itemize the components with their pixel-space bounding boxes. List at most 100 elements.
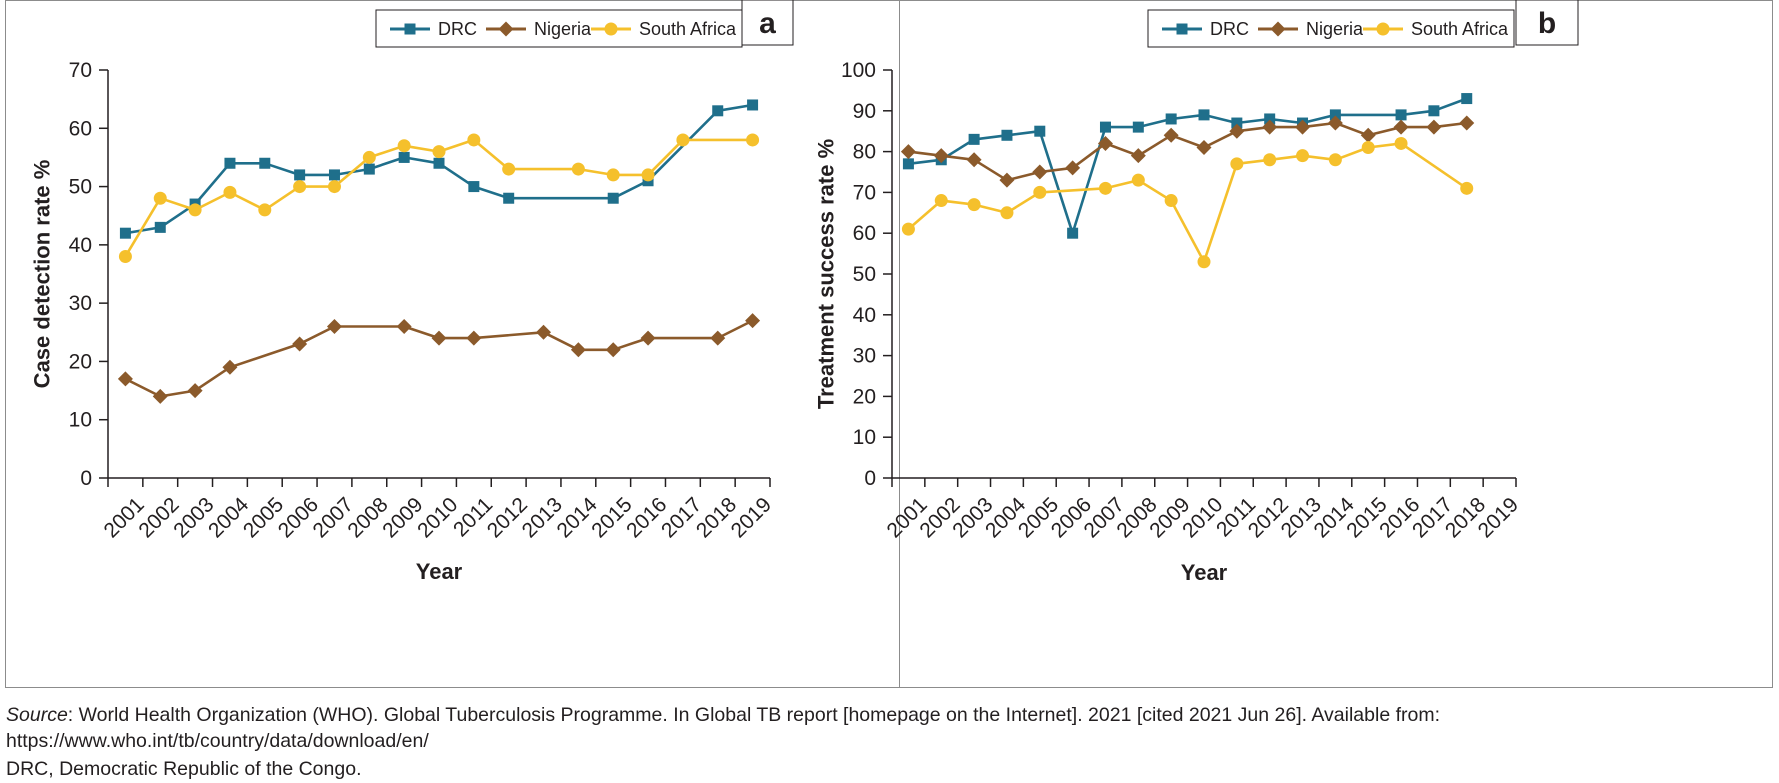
source-note: Source: World Health Organization (WHO).…	[6, 702, 1771, 754]
panel-letter: b	[1538, 7, 1556, 40]
data-point-south-africa	[1164, 194, 1178, 208]
data-point-drc	[468, 181, 480, 193]
data-point-drc	[607, 192, 619, 204]
data-point-south-africa	[327, 180, 341, 194]
data-point-drc	[1395, 109, 1407, 121]
data-point-south-africa	[606, 168, 620, 182]
panel-divider	[899, 0, 900, 688]
source-label: Source	[6, 704, 68, 726]
y-axis-title: Treatment success rate %	[814, 139, 839, 409]
data-point-south-africa	[641, 168, 655, 182]
legend: DRC Nigeria South Africa	[1147, 9, 1515, 48]
data-point-south-africa	[467, 133, 481, 147]
y-tick-label: 50	[853, 263, 876, 286]
legend-item-south-africa: South Africa	[1363, 19, 1509, 39]
data-point-nigeria	[1393, 119, 1409, 135]
legend-item-nigeria: Nigeria	[1258, 19, 1364, 39]
data-point-south-africa	[1131, 173, 1145, 187]
data-point-drc	[398, 151, 410, 163]
series-line-drc	[125, 103, 753, 235]
data-point-nigeria	[466, 330, 482, 346]
data-point-south-africa	[1361, 141, 1375, 155]
legend-item-south-africa: South Africa	[591, 19, 737, 39]
data-point-nigeria	[1459, 115, 1475, 131]
figure-frame	[5, 0, 1773, 688]
legend-marker-drc	[1176, 23, 1188, 35]
legend-marker-drc	[404, 23, 416, 35]
data-point-drc	[1264, 113, 1276, 125]
data-point-nigeria	[933, 148, 949, 164]
y-tick-label: 10	[69, 409, 92, 432]
data-point-nigeria	[640, 330, 656, 346]
y-tick-label: 0	[80, 467, 92, 490]
data-point-south-africa	[746, 133, 760, 147]
legend-label-drc: DRC	[1210, 19, 1249, 39]
legend-label-drc: DRC	[438, 19, 477, 39]
data-point-drc	[1099, 121, 1111, 133]
data-point-drc	[119, 227, 131, 239]
x-axis-title: Year	[416, 559, 463, 584]
data-point-nigeria	[1295, 119, 1311, 135]
legend-label-nigeria: Nigeria	[1306, 19, 1364, 39]
data-point-south-africa	[153, 191, 167, 205]
data-point-nigeria	[605, 342, 621, 358]
y-tick-label: 50	[69, 176, 92, 199]
data-point-south-africa	[1033, 185, 1047, 199]
data-point-south-africa	[901, 222, 915, 236]
legend-box	[1147, 9, 1515, 48]
data-point-drc	[712, 105, 724, 117]
data-point-south-africa	[1263, 153, 1277, 167]
data-point-drc	[968, 133, 980, 145]
chart-panel-b: DRC Nigeria South Africa b 0 10 20 30 40 50 60 70 80…	[814, 0, 1579, 585]
data-point-south-africa	[1230, 157, 1244, 171]
data-point-south-africa	[188, 203, 202, 217]
data-point-nigeria	[1163, 127, 1179, 143]
data-point-nigeria	[1327, 115, 1343, 131]
data-point-drc	[328, 169, 340, 181]
series-line-south-africa	[907, 142, 1468, 264]
legend-item-nigeria: Nigeria	[486, 19, 592, 39]
data-point-drc	[1461, 93, 1473, 105]
y-tick-label: 90	[853, 100, 876, 123]
data-point-drc	[902, 158, 914, 170]
data-point-drc	[294, 169, 306, 181]
data-point-drc	[259, 157, 271, 169]
y-tick-label: 20	[853, 385, 876, 408]
data-point-south-africa	[1098, 181, 1112, 195]
data-point-south-africa	[362, 150, 376, 164]
data-point-drc	[1428, 105, 1440, 117]
legend-item-drc: DRC	[1162, 19, 1249, 39]
series-line-nigeria	[908, 121, 1467, 182]
data-point-south-africa	[118, 250, 132, 264]
data-point-nigeria	[396, 318, 412, 334]
legend: DRC Nigeria South Africa	[375, 9, 743, 48]
y-tick-label: 100	[841, 59, 876, 82]
y-tick-label: 60	[69, 117, 92, 140]
data-point-drc	[1034, 125, 1046, 137]
legend-item-drc: DRC	[390, 19, 477, 39]
data-point-drc	[503, 192, 515, 204]
data-point-nigeria	[1196, 140, 1212, 156]
data-point-drc	[1067, 227, 1079, 239]
series-line-drc	[908, 97, 1468, 235]
data-point-nigeria	[999, 172, 1015, 188]
data-point-nigeria	[745, 313, 761, 329]
data-point-south-africa	[1394, 136, 1408, 150]
data-point-nigeria	[152, 388, 168, 404]
abbreviation-note: DRC, Democratic Republic of the Congo.	[6, 758, 362, 780]
data-point-nigeria	[900, 144, 916, 160]
data-point-south-africa	[571, 162, 585, 176]
y-tick-label: 70	[69, 59, 92, 82]
legend-marker-nigeria	[1270, 21, 1286, 37]
y-tick-label: 60	[853, 222, 876, 245]
data-point-nigeria	[1360, 127, 1376, 143]
data-point-south-africa	[1328, 153, 1342, 167]
data-point-nigeria	[1032, 164, 1048, 180]
data-point-nigeria	[1130, 148, 1146, 164]
data-point-south-africa	[502, 162, 516, 176]
y-tick-label: 80	[853, 141, 876, 164]
chart-panel-a: DRC Nigeria South Africa a 0 10 20 30 40 50 60 70 20…	[30, 0, 794, 584]
data-point-nigeria	[966, 152, 982, 168]
data-point-south-africa	[934, 194, 948, 208]
data-point-drc	[1165, 113, 1177, 125]
